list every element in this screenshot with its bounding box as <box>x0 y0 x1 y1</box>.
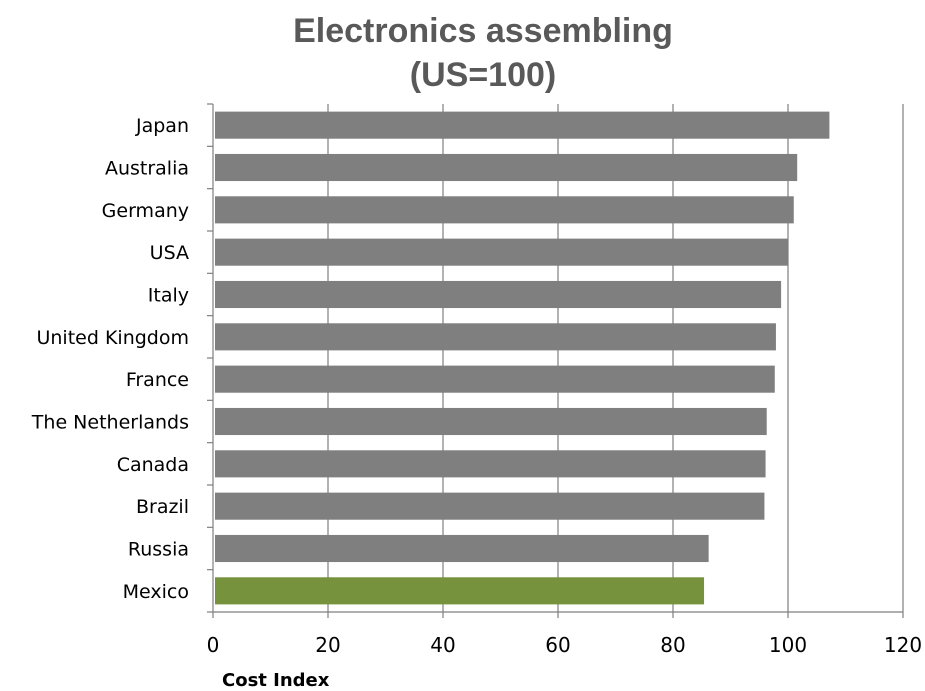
category-label: Canada <box>117 454 189 476</box>
chart-subtitle: (US=100) <box>410 56 556 94</box>
category-label: Australia <box>105 158 189 180</box>
category-label: Japan <box>135 115 189 137</box>
gridlines <box>327 104 904 612</box>
chart-title: Electronics assembling <box>293 12 673 50</box>
bar-france <box>215 365 775 393</box>
category-label: United Kingdom <box>36 327 189 349</box>
bar-japan <box>215 111 830 139</box>
bar-germany <box>215 196 794 224</box>
x-tick-label: 0 <box>207 633 220 657</box>
bar-australia <box>215 153 798 182</box>
x-tick-label: 100 <box>769 633 807 657</box>
category-label: USA <box>150 242 189 264</box>
bar-usa <box>215 238 788 266</box>
category-label: France <box>126 369 189 391</box>
x-tick-labels: 0 20 40 60 80 100 120 <box>207 633 922 657</box>
category-labels: Japan Australia Germany USA Italy United King… <box>31 115 189 603</box>
bar-mexico <box>215 577 705 605</box>
bar-united-kingdom <box>215 323 776 351</box>
category-label: Italy <box>148 285 189 307</box>
category-label: Germany <box>102 200 189 222</box>
x-tick-label: 120 <box>884 633 922 657</box>
x-tick-label: 80 <box>660 633 685 657</box>
bar-brazil <box>215 492 765 520</box>
category-label: Brazil <box>136 496 189 518</box>
category-label: The Netherlands <box>31 412 189 434</box>
bars <box>215 111 830 605</box>
axes <box>207 103 904 618</box>
bar-the-netherlands <box>215 407 767 436</box>
x-tick-label: 40 <box>430 633 455 657</box>
category-label: Russia <box>128 539 189 561</box>
bar-russia <box>215 534 709 563</box>
x-tick-label: 60 <box>545 633 570 657</box>
bar-italy <box>215 280 782 309</box>
bar-canada <box>215 450 766 478</box>
category-label: Mexico <box>123 581 189 603</box>
x-tick-label: 20 <box>315 633 340 657</box>
x-axis-label: Cost Index <box>222 670 330 691</box>
